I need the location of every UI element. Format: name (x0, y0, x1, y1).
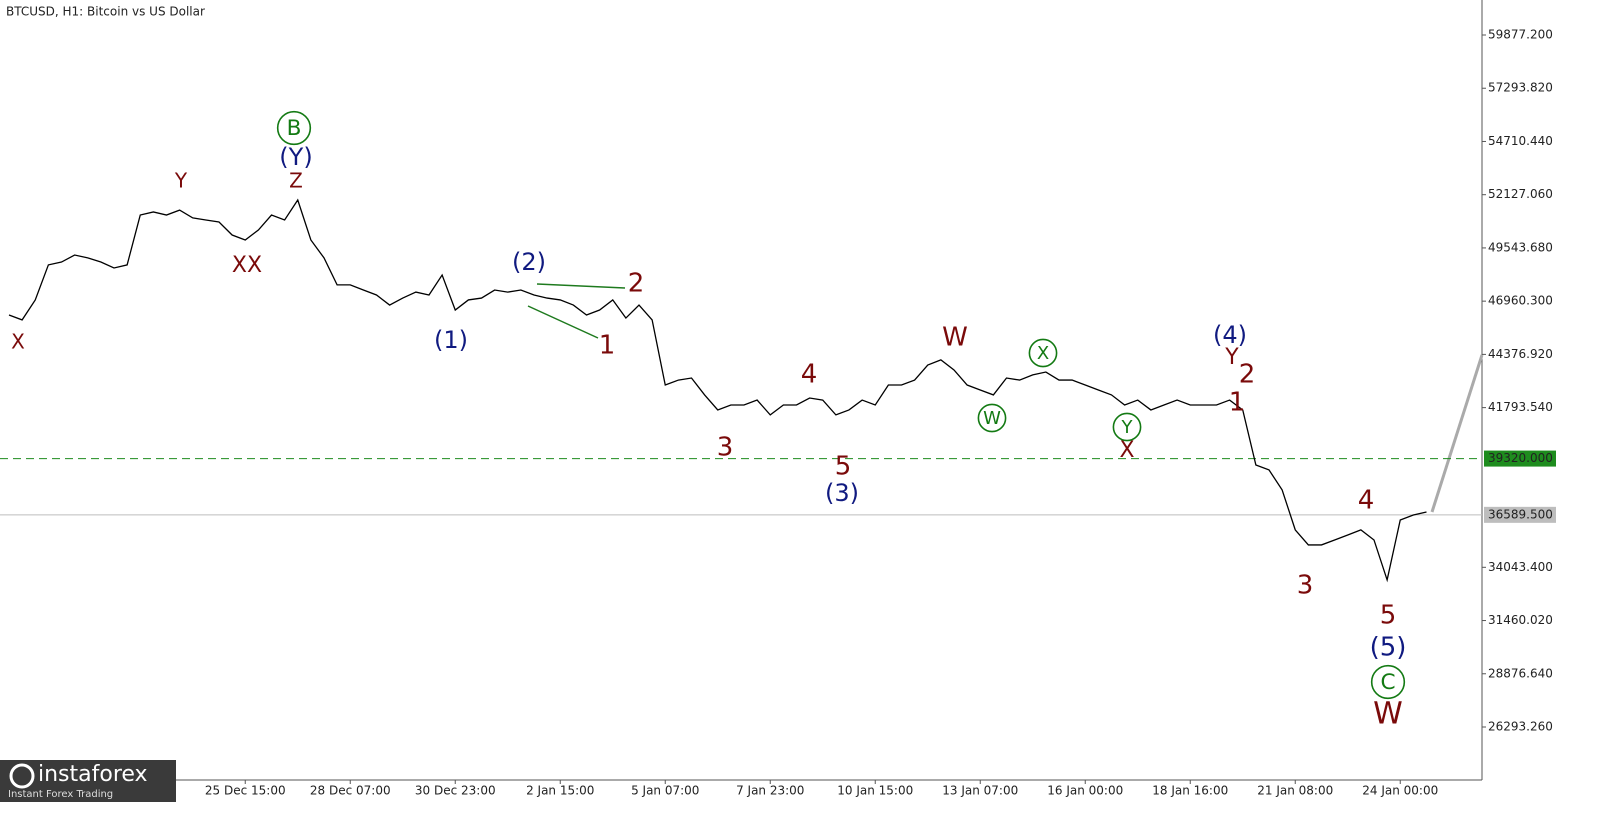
watermark: instaforex Instant Forex Trading (0, 760, 176, 802)
forecast-line (1430, 354, 1484, 513)
price-level-label: 36589.500 (1488, 507, 1553, 521)
price-level-label: 39320.000 (1488, 451, 1553, 465)
x-tick-label: 5 Jan 07:00 (631, 784, 699, 798)
x-tick-label: 13 Jan 07:00 (942, 784, 1018, 798)
x-tick-label: 2 Jan 15:00 (526, 784, 594, 798)
price-level-box (1484, 450, 1556, 467)
wave-label: (5) (1370, 633, 1407, 663)
wave-label: 3 (1297, 571, 1314, 601)
x-tick-label: 7 Jan 23:00 (736, 784, 804, 798)
x-tick-label: 30 Dec 23:00 (415, 784, 496, 798)
wave-label: 4 (801, 360, 818, 390)
wave-circle (977, 403, 1007, 433)
wave-label: Y (1121, 417, 1134, 438)
wave-label: Y (1224, 345, 1239, 370)
y-tick-label: 54710.440 (1488, 134, 1553, 148)
chart-title: BTCUSD, H1: Bitcoin vs US Dollar (6, 5, 205, 19)
y-tick-label: 26293.260 (1488, 719, 1553, 733)
logo-icon (9, 763, 35, 789)
y-tick-label: 41793.540 (1488, 400, 1553, 414)
x-tick-label: 16 Jan 00:00 (1047, 784, 1123, 798)
x-tick-label: 25 Dec 15:00 (205, 784, 286, 798)
x-tick-label: 18 Jan 16:00 (1152, 784, 1228, 798)
x-tick-label: 10 Jan 15:00 (837, 784, 913, 798)
y-tick-label: 44376.920 (1488, 347, 1553, 361)
wave-circle (1028, 338, 1058, 368)
wave-label: 5 (1380, 601, 1397, 631)
wave-label: 1 (599, 331, 616, 361)
x-tick-label: 21 Jan 08:00 (1257, 784, 1333, 798)
wave-label: (4) (1213, 321, 1247, 349)
wave-label: 1 (1229, 388, 1246, 418)
wave-label: 2 (628, 269, 645, 299)
wave-label: Z (289, 169, 303, 193)
price-line (8, 198, 1427, 583)
y-tick-label: 49543.680 (1488, 240, 1553, 254)
wave-label: W (1373, 697, 1403, 732)
wave-label: Y (174, 169, 188, 193)
y-tick-label: 52127.060 (1488, 187, 1553, 201)
wave-label: 2 (1239, 360, 1256, 390)
price-level-box (1484, 506, 1556, 523)
wave-label: X (11, 330, 25, 354)
wave-circle (1370, 664, 1406, 700)
wave-label: W (983, 408, 1001, 429)
wave-label: 3 (717, 433, 734, 463)
wave-label: (Y) (279, 143, 312, 171)
wave-label: W (942, 323, 968, 353)
wave-label: C (1380, 670, 1395, 695)
wave-label: 4 (1358, 486, 1375, 516)
y-tick-label: 31460.020 (1488, 613, 1553, 627)
wave-label: XX (232, 253, 262, 278)
triangle-line (527, 305, 599, 339)
wave-label: (1) (434, 326, 468, 354)
wave-label: B (287, 116, 302, 141)
x-tick-label: 24 Jan 00:00 (1362, 784, 1438, 798)
y-tick-label: 28876.640 (1488, 666, 1553, 680)
wave-label: X (1037, 343, 1049, 364)
wave-label: (2) (512, 248, 546, 276)
logo-tagline: Instant Forex Trading (8, 789, 113, 800)
wave-circle (276, 110, 312, 146)
logo-name: instaforex (38, 762, 148, 787)
wave-circle (1112, 412, 1142, 442)
wave-label: 5 (835, 452, 852, 482)
y-tick-label: 57293.820 (1488, 81, 1553, 95)
wave-label: X (1119, 438, 1134, 463)
wave-label: (3) (825, 479, 859, 507)
y-tick-label: 34043.400 (1488, 560, 1553, 574)
y-tick-label: 46960.300 (1488, 294, 1553, 308)
x-tick-label: 28 Dec 07:00 (310, 784, 391, 798)
y-tick-label: 59877.200 (1488, 28, 1553, 42)
triangle-line (536, 283, 626, 289)
